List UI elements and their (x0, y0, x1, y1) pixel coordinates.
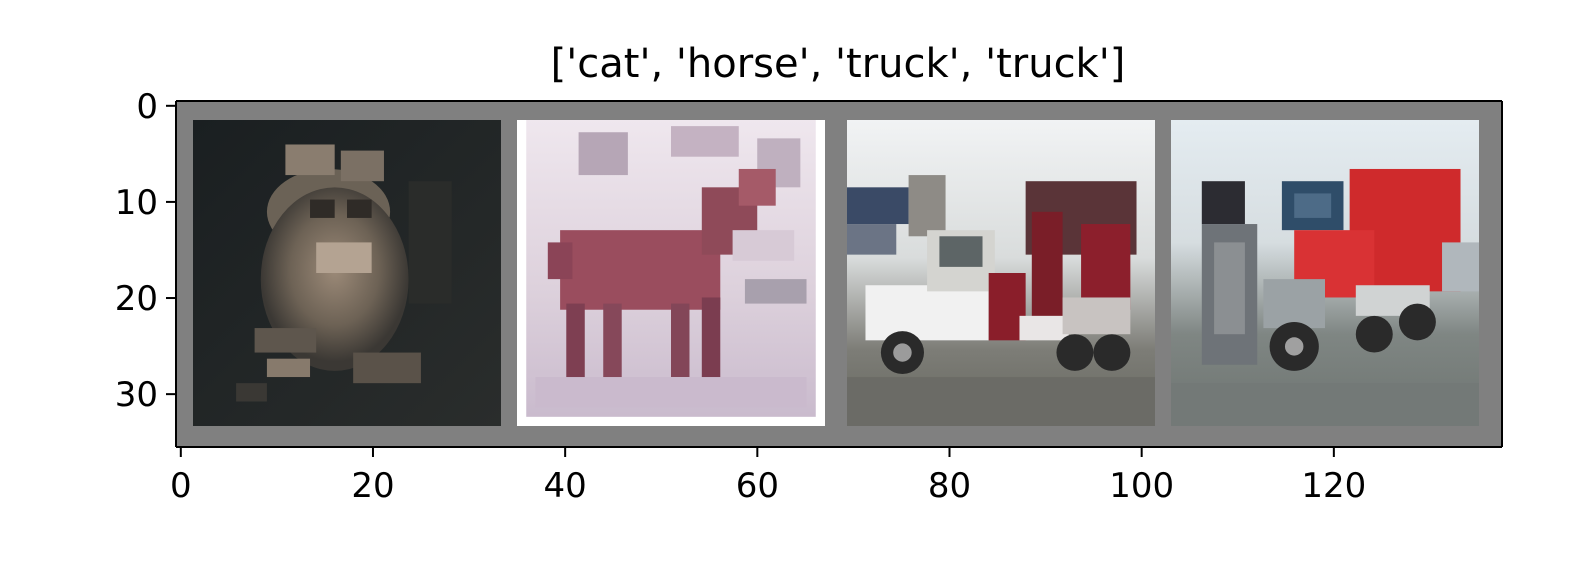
image-tiles (193, 120, 1479, 426)
x-axis-ticks: 0 20 40 60 80 100 120 (170, 447, 1366, 506)
y-tick-label: 10 (115, 183, 158, 223)
chart-title: ['cat', 'horse', 'truck', 'truck'] (551, 41, 1126, 87)
y-tick-label: 30 (115, 375, 158, 415)
tile-horse (517, 120, 825, 426)
y-axis-ticks: 0 10 20 30 (115, 87, 176, 415)
x-tick-label: 60 (736, 466, 779, 506)
x-tick-label: 100 (1109, 466, 1174, 506)
y-tick-label: 0 (136, 87, 158, 127)
axes-frame (175, 100, 1503, 448)
tile-truck-2 (1171, 120, 1479, 426)
x-tick-label: 20 (351, 466, 394, 506)
x-tick-label: 40 (544, 466, 587, 506)
x-tick-label: 0 (170, 466, 192, 506)
tile-truck-1 (847, 120, 1155, 426)
x-tick-label: 80 (928, 466, 971, 506)
x-tick-label: 120 (1301, 466, 1366, 506)
tile-cat (193, 120, 501, 426)
y-tick-label: 20 (115, 279, 158, 319)
